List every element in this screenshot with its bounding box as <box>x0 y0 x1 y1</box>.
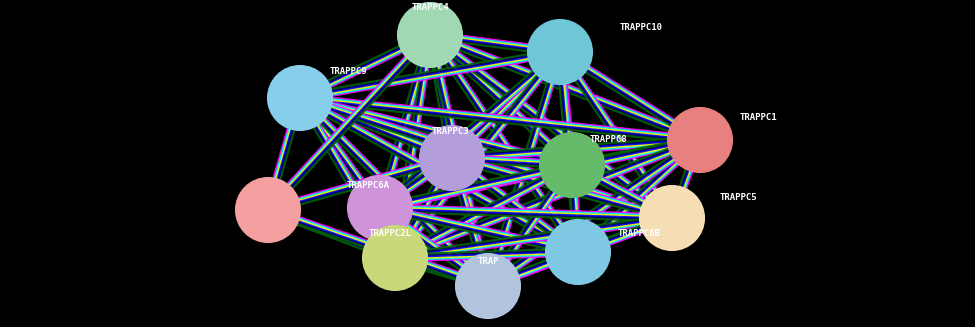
Text: TRAPPC9: TRAPPC9 <box>330 67 368 77</box>
Circle shape <box>640 186 704 250</box>
Text: TRAPPC6A: TRAPPC6A <box>346 181 389 190</box>
Circle shape <box>546 220 610 284</box>
Circle shape <box>528 20 592 84</box>
Text: TRAP: TRAP <box>477 257 499 267</box>
Circle shape <box>363 226 427 290</box>
Text: TRAPPC4: TRAPPC4 <box>411 4 448 12</box>
Circle shape <box>268 66 332 130</box>
Circle shape <box>398 3 462 67</box>
Circle shape <box>540 133 604 197</box>
Circle shape <box>668 108 732 172</box>
Text: TRAPPC10: TRAPPC10 <box>620 24 663 32</box>
Text: TRAPPC6B: TRAPPC6B <box>618 229 661 237</box>
Text: TRAPPC3: TRAPPC3 <box>431 128 469 136</box>
Circle shape <box>456 254 520 318</box>
Circle shape <box>236 178 300 242</box>
Text: TRAPPC1: TRAPPC1 <box>740 113 778 123</box>
Text: TRAPPC8: TRAPPC8 <box>590 135 628 145</box>
Circle shape <box>420 126 484 190</box>
Text: TRAPPC5: TRAPPC5 <box>720 194 758 202</box>
Circle shape <box>348 176 412 240</box>
Text: TRAPPC2L: TRAPPC2L <box>369 230 411 238</box>
